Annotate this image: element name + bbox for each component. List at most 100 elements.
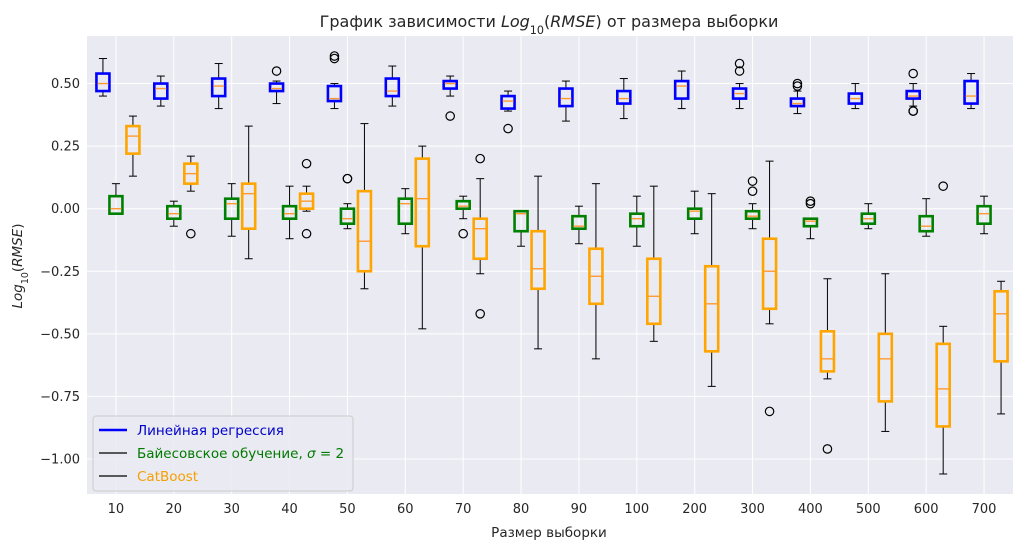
x-tick-label: 200 (682, 502, 707, 517)
box (125, 124, 141, 155)
outlier-point (445, 111, 455, 121)
box-2-11 (761, 160, 778, 417)
box-0-10 (673, 70, 690, 110)
box-2-8 (588, 183, 604, 360)
box-2-10 (703, 193, 720, 387)
y-tick-label: 0.50 (51, 77, 80, 92)
box-2-0 (125, 115, 141, 177)
box-1-3 (281, 185, 298, 240)
box-0-2 (210, 63, 227, 110)
box-0-9 (616, 78, 632, 120)
box (819, 330, 836, 373)
outlier-point (342, 173, 353, 184)
box-0-0 (95, 58, 111, 97)
box-1-11 (744, 176, 761, 230)
box (166, 204, 182, 220)
box (210, 77, 227, 98)
outlier-point (908, 68, 918, 79)
box (918, 214, 934, 233)
box (731, 87, 748, 100)
box-0-13 (847, 83, 864, 110)
box (976, 204, 992, 226)
box-1-8 (571, 205, 587, 245)
box (223, 197, 240, 220)
legend-label-2: CatBoost (137, 469, 198, 485)
y-tick-label: −0.50 (40, 327, 80, 342)
box (268, 82, 285, 93)
box-1-6 (455, 195, 471, 239)
x-tick-label: 60 (397, 502, 414, 517)
y-tick-label: −0.75 (40, 390, 80, 405)
outlier-point (186, 228, 196, 239)
box (326, 84, 343, 103)
x-tick-labels: 10 20 30 40 50 60 70 80 90 100 200 300 400 500 600 700 (108, 502, 997, 517)
box (298, 192, 315, 210)
box (513, 209, 529, 233)
box-2-14 (935, 181, 951, 475)
outlier-point (301, 158, 312, 169)
outlier-point (475, 309, 485, 319)
box (571, 214, 587, 231)
legend: Линейная регрессия Байесовское обучение, … (92, 415, 354, 492)
box-1-15 (976, 195, 992, 235)
box (108, 194, 124, 215)
outlier-point (271, 66, 282, 76)
box (558, 87, 574, 108)
box (95, 72, 111, 93)
x-axis-label: Размер выборки (491, 525, 607, 541)
outlier-point (458, 228, 468, 239)
box (397, 197, 414, 226)
legend-box (92, 415, 354, 492)
box-2-2 (240, 125, 257, 260)
outlier-point (908, 106, 918, 116)
box-0-6 (442, 75, 458, 121)
x-tick-label: 50 (339, 502, 356, 517)
box (993, 289, 1009, 363)
x-tick-label: 70 (455, 502, 472, 517)
box (744, 209, 761, 220)
box-0-15 (963, 73, 979, 110)
box-2-5 (414, 145, 431, 330)
box (616, 89, 632, 105)
y-tick-label: −0.25 (40, 265, 80, 280)
box (153, 82, 169, 100)
box-2-6 (472, 153, 488, 319)
box (500, 94, 516, 110)
x-tick-label: 400 (798, 502, 823, 517)
box-1-5 (397, 188, 414, 235)
box-1-1 (166, 200, 182, 227)
x-tick-label: 40 (281, 502, 298, 517)
y-tick-label: 0.25 (51, 140, 80, 155)
box (789, 97, 806, 108)
outlier-point (805, 196, 816, 206)
box (860, 212, 877, 226)
box-2-4 (356, 123, 373, 290)
outlier-point (792, 81, 803, 91)
box-1-12 (802, 196, 819, 240)
box (703, 264, 720, 353)
box (905, 89, 921, 100)
y-tick-labels: 0.50 0.25 0.00 −0.25 −0.50 −0.75 −1.00 (40, 77, 80, 467)
box-0-7 (500, 90, 516, 134)
x-tick-label: 100 (624, 502, 649, 517)
box (686, 207, 703, 220)
box (646, 257, 662, 326)
box-1-14 (918, 198, 934, 237)
y-axis-label: Log10(RMSE) (10, 223, 31, 308)
box-marks (95, 51, 1009, 475)
outlier-point (475, 153, 485, 164)
box-1-13 (860, 203, 877, 230)
box-1-7 (513, 209, 529, 247)
box (240, 182, 257, 231)
box-0-11 (731, 58, 748, 110)
outlier-point (503, 123, 513, 134)
outlier-point (764, 406, 775, 417)
box (761, 237, 778, 311)
box-0-14 (905, 68, 921, 116)
box-0-12 (789, 78, 806, 115)
box (414, 157, 431, 248)
x-tick-label: 700 (972, 502, 997, 517)
legend-label-1: Байесовское обучение, σ = 2 (137, 446, 344, 462)
x-tick-label: 10 (108, 502, 125, 517)
